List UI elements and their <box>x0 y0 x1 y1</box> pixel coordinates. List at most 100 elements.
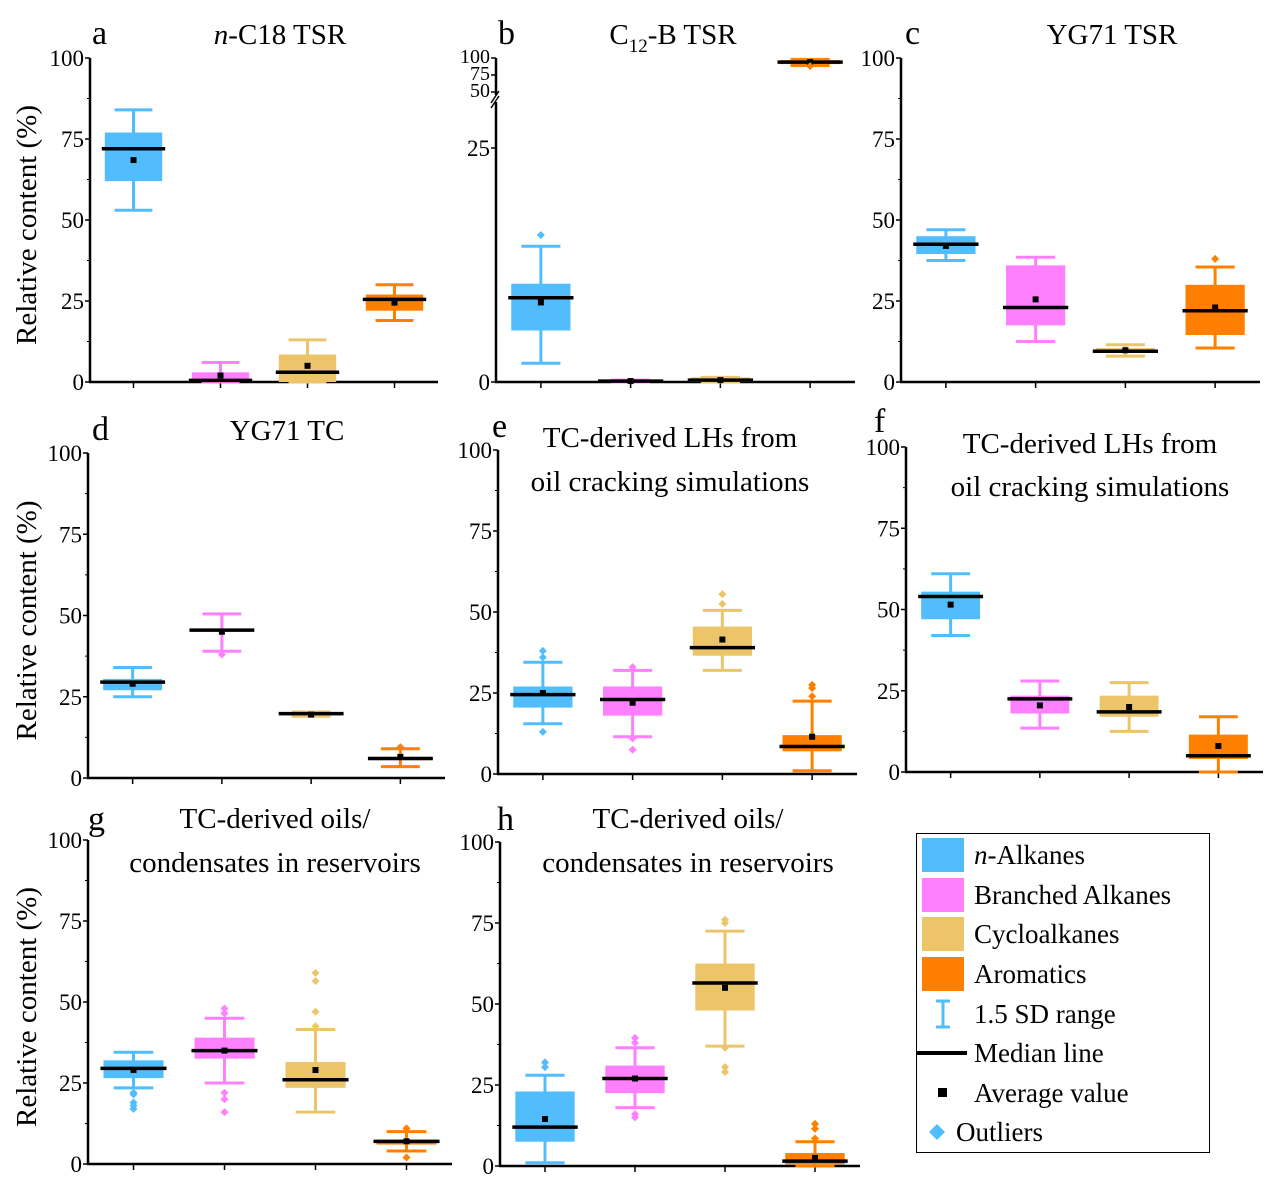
y-tick-label: 25 <box>877 679 900 704</box>
legend-item-aromatics: Aromatics <box>917 955 1086 993</box>
panel-title-line1: TC-derived LHs from <box>543 422 798 454</box>
outlier-point <box>220 1088 229 1097</box>
panel-title: YG71 TSR <box>1047 19 1178 51</box>
outlier-point <box>541 1063 549 1072</box>
y-axis-label: Relative content (%) <box>11 887 43 1127</box>
outlier-point <box>811 1124 819 1133</box>
y-tick-label: 100 <box>460 46 490 68</box>
y-tick-label: 25 <box>61 289 84 314</box>
y-tick-label: 0 <box>479 370 491 395</box>
outlier-point <box>631 1034 639 1043</box>
panel-letter: h <box>497 801 514 838</box>
panel-title: YG71 TC <box>230 415 345 447</box>
box-aromatics <box>782 1119 848 1168</box>
outlier-point <box>311 1022 320 1031</box>
box-branched-alkanes <box>188 361 253 384</box>
box-cycloalkanes <box>687 375 753 384</box>
panel-title: n-C18 TSR <box>214 19 347 51</box>
legend-label: 1.5 SD range <box>974 998 1116 1029</box>
box-branched-alkanes <box>1003 255 1069 343</box>
y-tick-label: 25 <box>471 1073 494 1098</box>
mean-marker <box>391 299 398 306</box>
iqr-box <box>104 132 163 182</box>
legend-label: Average value <box>974 1077 1129 1108</box>
mean-marker <box>1032 296 1039 303</box>
outlier-point <box>721 915 729 924</box>
box-branched-alkanes <box>602 1034 668 1122</box>
box-cycloalkanes <box>692 915 758 1077</box>
legend-label-prefix: n <box>974 839 988 870</box>
outlier-point <box>311 1007 320 1016</box>
legend-label: Median line <box>974 1037 1104 1068</box>
mean-marker <box>942 242 949 249</box>
branched-alkanes-swatch <box>922 878 964 912</box>
y-tick-label: 0 <box>73 370 85 395</box>
y-axis-label: Relative content (%) <box>11 105 43 345</box>
y-tick-label: 100 <box>48 828 83 853</box>
box-branched-alkanes <box>598 378 664 385</box>
y-tick-label: 100 <box>50 46 85 71</box>
panel-title: C12-B TSR <box>609 19 737 57</box>
mean-marker <box>130 157 137 164</box>
panel-title-line2: oil cracking simulations <box>531 466 810 498</box>
legend: n-Alkanes Branched Alkanes Cycloalkanes … <box>916 833 1210 1153</box>
y-tick-label: 50 <box>59 990 82 1015</box>
legend-item-n-alkanes: n-Alkanes <box>917 836 1085 874</box>
outlier-point <box>538 646 547 655</box>
mean-marker <box>542 1116 548 1123</box>
y-tick-label: 50 <box>59 604 82 629</box>
mean-marker <box>221 1047 228 1054</box>
legend-label: -Alkanes <box>987 839 1085 870</box>
iqr-box <box>513 686 573 708</box>
y-tick-label: 50 <box>872 208 895 233</box>
outlier-point <box>811 1134 819 1143</box>
box-aromatics <box>1182 254 1248 350</box>
y-tick-label: 75 <box>59 909 82 934</box>
outlier-point <box>718 599 727 608</box>
iqr-box <box>1006 265 1066 326</box>
y-tick-label: 0 <box>71 1152 83 1177</box>
outlier-point <box>631 1113 639 1122</box>
panel-letter: a <box>92 15 107 52</box>
median-line-icon <box>917 1036 969 1070</box>
panel-letter: f <box>874 403 886 440</box>
panel-letter: b <box>498 15 515 52</box>
box-n-alkanes <box>100 666 166 699</box>
outlier-point <box>808 692 817 701</box>
panel-a: 0 25 50 75 100 a n-C18 TSR Relative content (%) <box>11 15 438 395</box>
box-aromatics <box>362 283 427 322</box>
outlier-point <box>217 650 226 659</box>
y-tick-label: 50 <box>877 598 900 623</box>
mean-marker <box>304 362 311 369</box>
y-tick-label: 50 <box>469 600 492 625</box>
legend-label: Aromatics <box>974 958 1087 989</box>
legend-item-cycloalkanes: Cycloalkanes <box>917 915 1119 953</box>
panel-title-line1: TC-derived LHs from <box>963 428 1218 460</box>
legend-item-median: Median line <box>917 1034 1104 1072</box>
y-tick-label: 0 <box>889 760 901 785</box>
box-aromatics <box>1185 715 1251 774</box>
mean-marker <box>218 628 225 635</box>
outlier-point <box>220 1108 229 1117</box>
outlier-point <box>311 976 320 985</box>
axis-break-mark <box>490 95 500 109</box>
cycloalkanes-swatch <box>922 917 964 951</box>
box-aromatics <box>373 1124 440 1162</box>
outlier-point <box>721 1043 729 1052</box>
outlier-point <box>538 653 547 662</box>
panel-c: 0 25 50 75 100 c YG71 TSR <box>861 15 1260 395</box>
iqr-box <box>511 283 571 331</box>
outlier-point <box>718 590 727 599</box>
mean-marker <box>129 680 136 687</box>
box-cycloalkanes <box>278 710 344 718</box>
y-tick-label: 0 <box>71 766 83 791</box>
box-n-alkanes <box>512 1058 578 1165</box>
mean-marker <box>130 1067 137 1074</box>
mean-marker <box>1212 304 1219 311</box>
panel-title-line2: condensates in reservoirs <box>129 847 421 879</box>
mean-marker <box>809 733 816 740</box>
y-tick-label: 0 <box>884 370 896 395</box>
